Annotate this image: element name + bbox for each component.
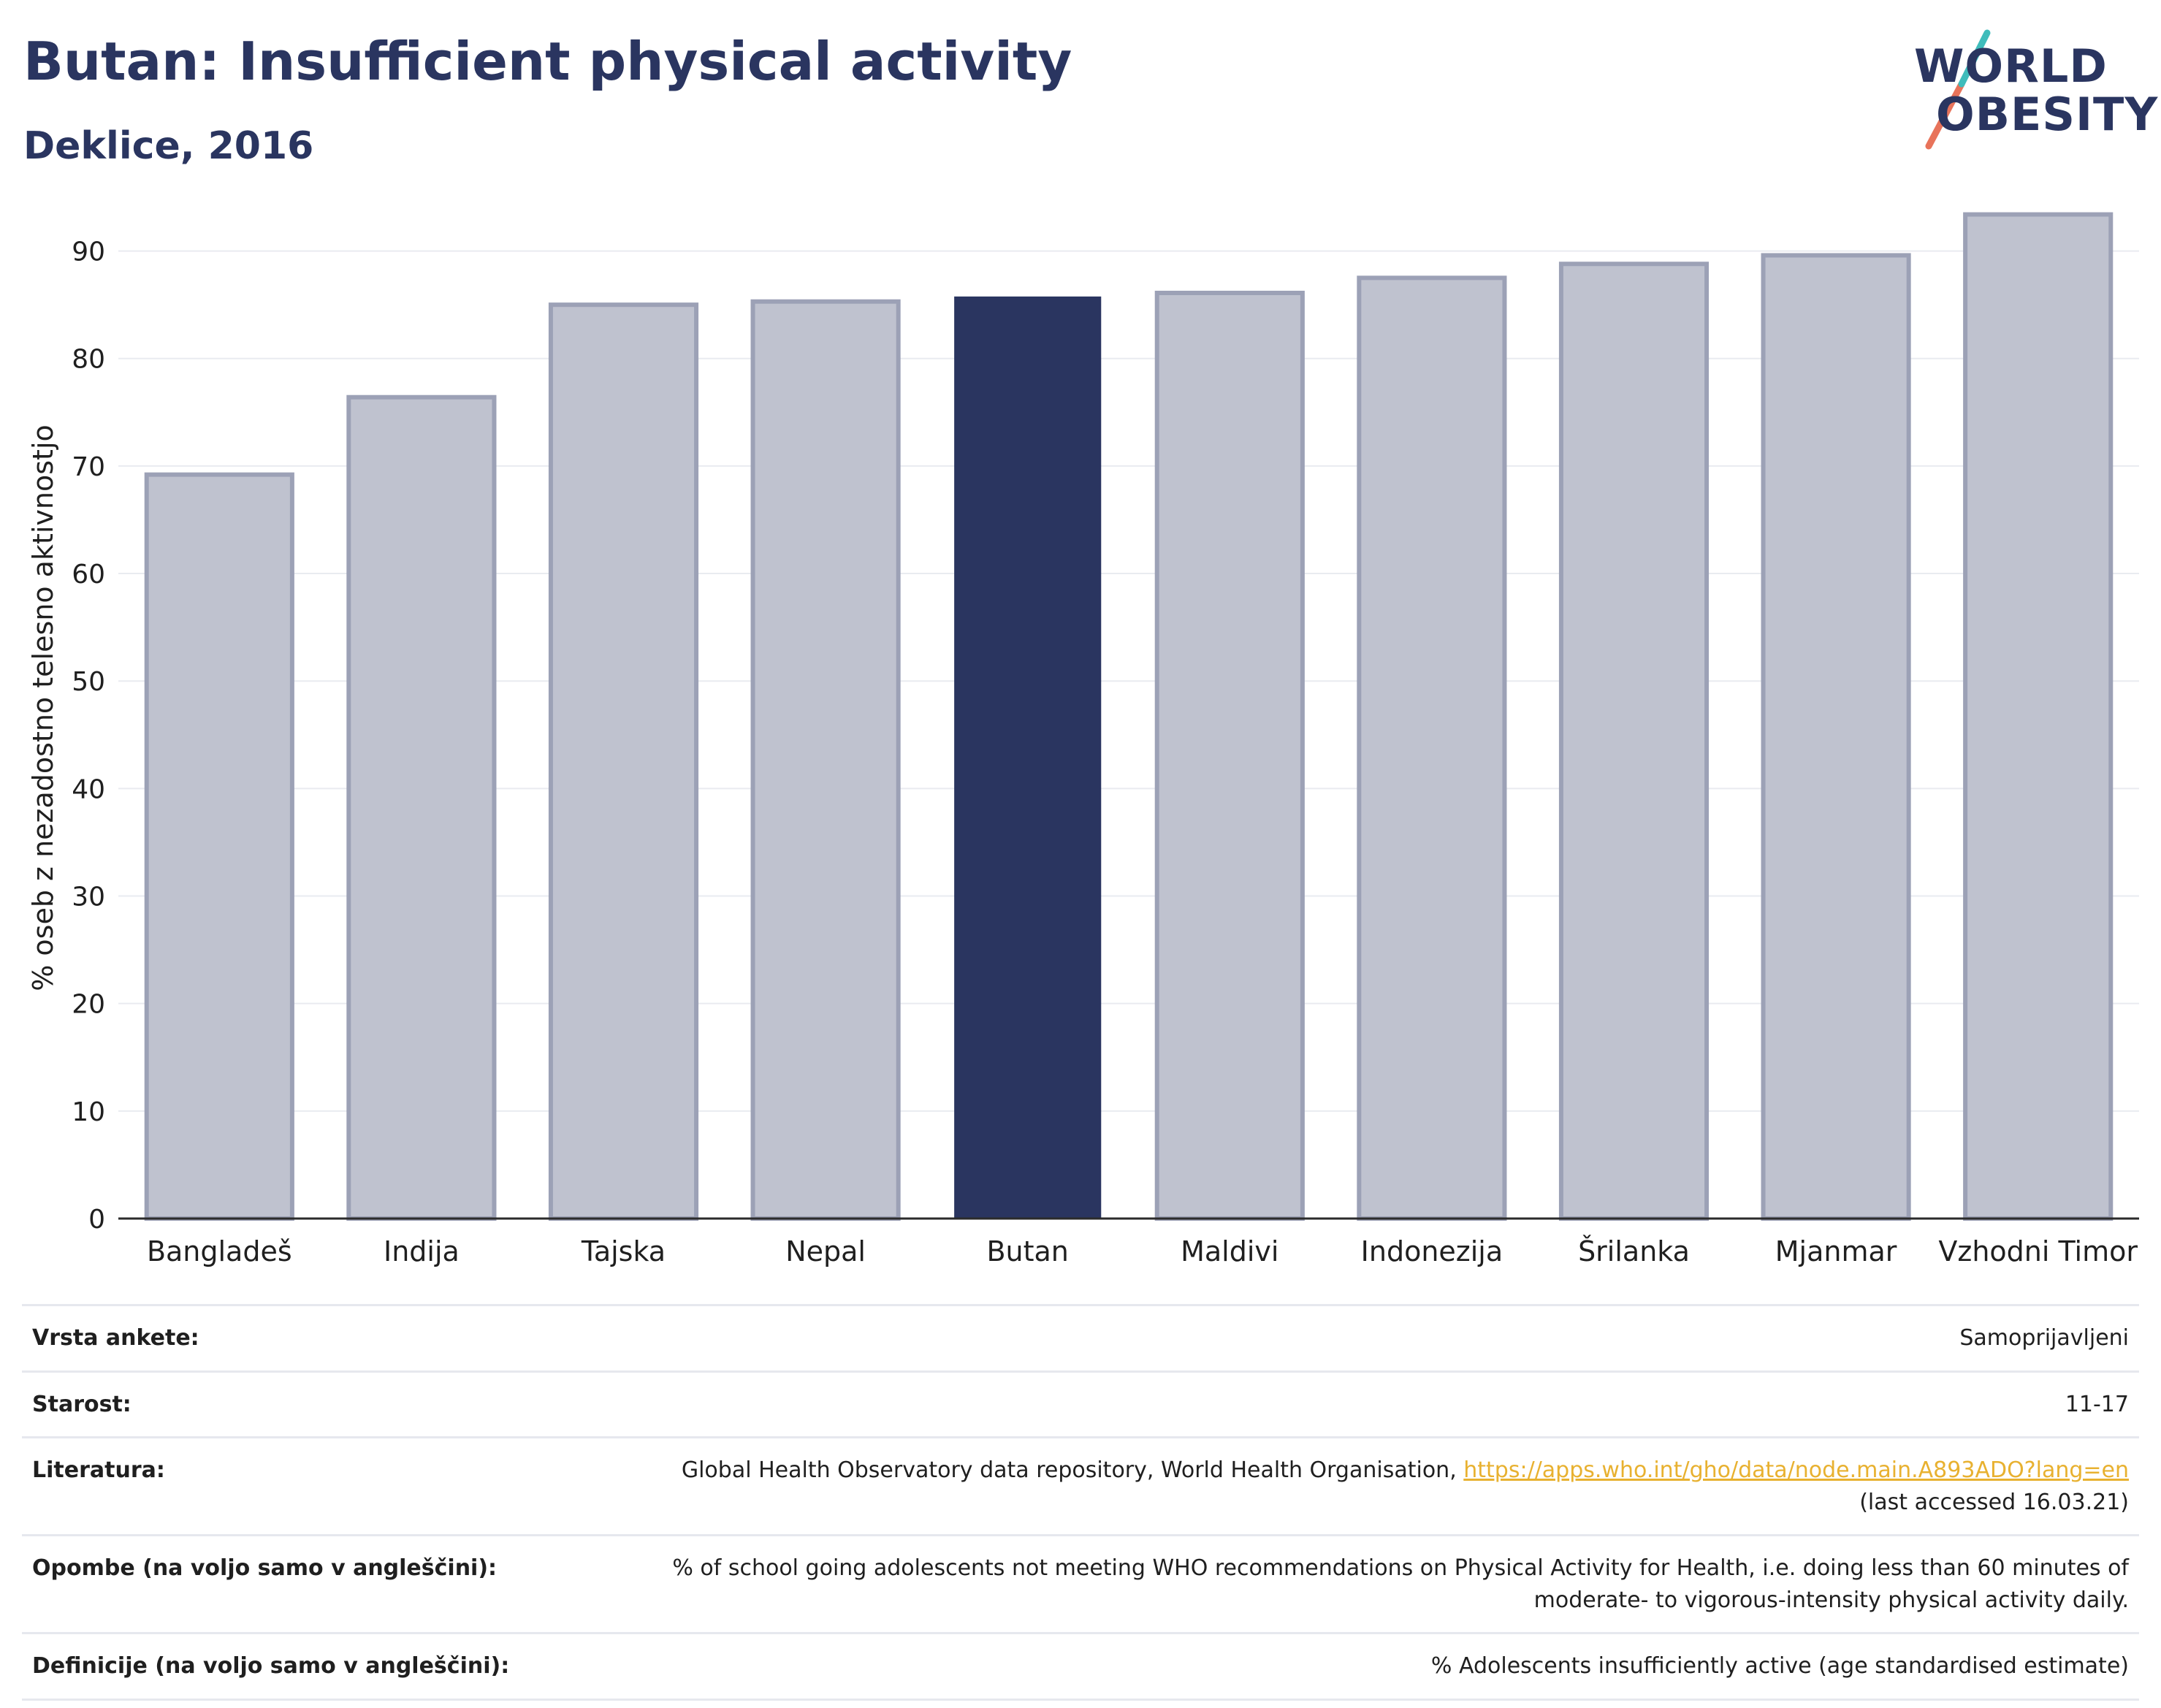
page-title: Butan: Insufficient physical activity bbox=[23, 31, 1072, 92]
page-subtitle: Deklice, 2016 bbox=[23, 124, 314, 168]
logo-line-1: WORLD bbox=[1914, 39, 2108, 93]
bar-tajska bbox=[548, 302, 699, 1221]
y-axis-title: % oseb z nezadostno telesno aktivnostjo bbox=[27, 424, 59, 991]
x-tick-label: Nepal bbox=[785, 1235, 866, 1267]
meta-row-notes: Opombe (na voljo samo v angleščini): % o… bbox=[22, 1534, 2139, 1633]
x-tick-label: Butan bbox=[986, 1235, 1068, 1267]
metadata-table: Vrsta ankete: Samoprijavljeni Starost: 1… bbox=[22, 1304, 2139, 1701]
meta-key: Definicije (na voljo samo v angleščini): bbox=[22, 1632, 568, 1701]
logo-slash-icon bbox=[1925, 29, 1991, 150]
y-tick-label: 70 bbox=[72, 452, 105, 482]
y-tick-label: 50 bbox=[72, 667, 105, 697]
bar-bangladeš bbox=[144, 472, 294, 1221]
x-tick-label: Bangladeš bbox=[147, 1235, 292, 1267]
literature-text: Global Health Observatory data repositor… bbox=[681, 1457, 1464, 1483]
meta-row-literature: Literatura: Global Health Observatory da… bbox=[22, 1436, 2139, 1536]
bar-indija bbox=[346, 394, 497, 1221]
meta-value: Global Health Observatory data repositor… bbox=[568, 1436, 2139, 1536]
world-obesity-logo: WORLD OBESITY bbox=[1899, 22, 2157, 161]
bar-vzhodni-timor bbox=[1963, 212, 2114, 1221]
y-tick-label: 30 bbox=[72, 882, 105, 912]
bar-nepal bbox=[750, 299, 901, 1221]
x-tick-label: Tajska bbox=[581, 1235, 666, 1267]
meta-value: Samoprijavljeni bbox=[568, 1304, 2139, 1371]
meta-value: 11-17 bbox=[568, 1370, 2139, 1438]
y-tick-label: 40 bbox=[72, 774, 105, 804]
meta-value: % of school going adolescents not meetin… bbox=[568, 1534, 2139, 1633]
y-tick-label: 60 bbox=[72, 560, 105, 590]
x-tick-label: Vzhodni Timor bbox=[1938, 1235, 2138, 1267]
y-tick-label: 20 bbox=[72, 990, 105, 1020]
last-accessed: (last accessed 16.03.21) bbox=[1859, 1489, 2129, 1515]
bar-chart: 0 10 20 30 40 50 60 70 80 90 Bangladeš Indija Tajska… bbox=[27, 212, 2139, 1267]
bar-mjanmar bbox=[1761, 253, 1911, 1221]
meta-row-definitions: Definicije (na voljo samo v angleščini):… bbox=[22, 1632, 2139, 1701]
x-tick-label: Maldivi bbox=[1181, 1235, 1278, 1267]
bar-šrilanka bbox=[1558, 262, 1710, 1221]
logo-line-2: OBESITY bbox=[1936, 88, 2159, 141]
meta-key: Literatura: bbox=[22, 1436, 568, 1536]
meta-key: Opombe (na voljo samo v angleščini): bbox=[22, 1534, 568, 1633]
x-tick-label: Mjanmar bbox=[1775, 1235, 1897, 1267]
bar-butan bbox=[954, 296, 1102, 1220]
meta-key: Starost: bbox=[22, 1370, 568, 1438]
bar-maldivi bbox=[1154, 290, 1305, 1221]
y-tick-label: 90 bbox=[72, 237, 105, 267]
bar-indonezija bbox=[1357, 275, 1507, 1221]
y-tick-label: 0 bbox=[88, 1205, 105, 1235]
y-tick-label: 80 bbox=[72, 345, 105, 375]
meta-key: Vrsta ankete: bbox=[22, 1304, 568, 1371]
source-link[interactable]: https://apps.who.int/gho/data/node.main.… bbox=[1463, 1457, 2129, 1483]
meta-row-survey: Vrsta ankete: Samoprijavljeni bbox=[22, 1304, 2139, 1371]
x-tick-label: Šrilanka bbox=[1578, 1235, 1690, 1267]
x-tick-label: Indonezija bbox=[1361, 1235, 1503, 1267]
y-tick-label: 10 bbox=[72, 1097, 105, 1127]
meta-row-age: Starost: 11-17 bbox=[22, 1370, 2139, 1438]
x-tick-label: Indija bbox=[384, 1235, 460, 1267]
meta-value: % Adolescents insufficiently active (age… bbox=[568, 1632, 2139, 1701]
